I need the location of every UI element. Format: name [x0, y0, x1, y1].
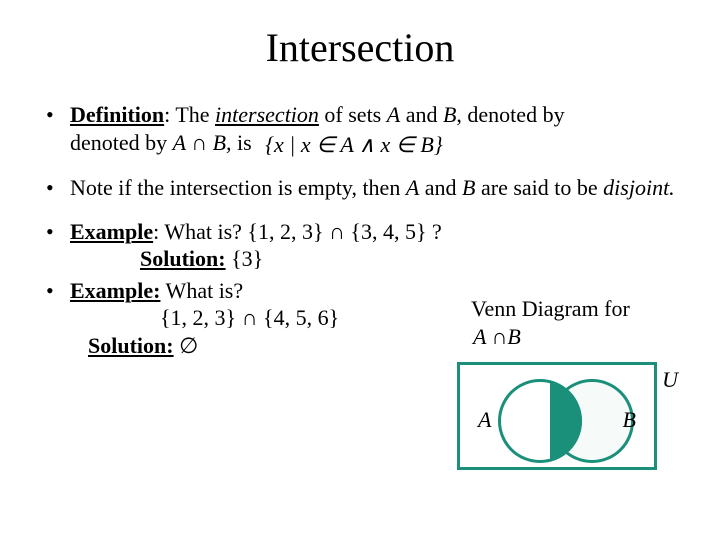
example1-label: Example: [70, 219, 153, 244]
def-b: B: [443, 102, 456, 127]
def-word: intersection: [215, 102, 319, 127]
venn-caption: Venn Diagram for: [471, 296, 673, 322]
example2-q: What is?: [160, 278, 243, 303]
bullet-note: Note if the intersection is empty, then …: [42, 174, 678, 202]
def-a: A: [387, 102, 400, 127]
solution2-label: Solution:: [88, 333, 174, 358]
def-t2: of sets: [319, 102, 387, 127]
venn-label-b: B: [623, 407, 636, 433]
example1-q: : What is? {1, 2, 3} ∩ {3, 4, 5} ?: [153, 219, 442, 244]
set-builder-formula: {x | x ∈ A ∧ x ∈ B}: [263, 131, 444, 159]
venn-box: U A B: [457, 362, 657, 470]
example2-expr: {1, 2, 3} ∩ {4, 5, 6}: [160, 305, 339, 330]
venn-lens: [550, 379, 582, 463]
def-notation: A ∩ B,: [173, 130, 232, 155]
solution1-ans: {3}: [226, 246, 264, 271]
note-t1: Note if the intersection is empty, then: [70, 175, 406, 200]
example2-label: Example:: [70, 278, 160, 303]
note-t2: are said to be: [476, 175, 604, 200]
bullet-definition: Definition: The intersection of sets A a…: [42, 101, 678, 158]
definition-label: Definition: [70, 102, 164, 127]
page-title: Intersection: [42, 24, 678, 71]
venn-diagram-wrap: Venn Diagram for A ∩B U A B: [453, 296, 673, 470]
venn-sub: A ∩B: [473, 324, 673, 350]
def-t3: , denoted by: [456, 102, 564, 127]
venn-label-a: A: [478, 407, 491, 433]
def-denoted: denoted by: [70, 130, 173, 155]
def-is: is: [232, 130, 258, 155]
def-and: and: [400, 102, 443, 127]
def-t1: : The: [164, 102, 215, 127]
note-b: B: [462, 175, 475, 200]
bullet-example1: Example: What is? {1, 2, 3} ∩ {3, 4, 5} …: [42, 218, 678, 273]
venn-label-u: U: [662, 367, 678, 393]
note-and: and: [419, 175, 462, 200]
solution1-label: Solution:: [140, 246, 226, 271]
disjoint-word: disjoint.: [603, 175, 675, 200]
solution2-ans: ∅: [174, 333, 199, 358]
note-a: A: [406, 175, 419, 200]
